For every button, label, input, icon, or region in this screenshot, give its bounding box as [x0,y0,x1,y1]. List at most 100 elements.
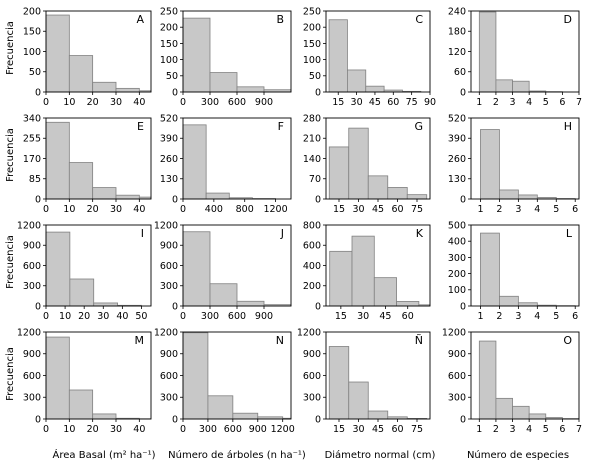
y-tick-label-L-2: 200 [448,269,466,280]
panel-J: 0 300 600 900 1200 0 300 600 900 J [154,220,292,322]
bar-A-1 [45,14,70,93]
panel-label-I: I [141,227,144,240]
panel-E: 0 85 170 255 340 0 10 20 30 40 E [23,113,152,215]
y-tick-label-A-0: 0 [35,87,41,98]
x-tick-label-H-4: 5 [553,204,559,215]
plot-frame-C [325,10,431,93]
y-tick-label-N-0: 0 [172,414,178,425]
x-tick-label-D-3: 4 [526,97,532,108]
x-tick-label-Ñ-2: 45 [372,424,384,435]
y-tick-label-M-3: 900 [23,349,41,360]
y-tick-label-O-3: 900 [448,349,466,360]
y-tick-label-D-2: 120 [448,47,466,58]
panel-D: 0 60 120 180 240 1 2 3 4 5 6 7 D [448,6,582,108]
panel-H: 0 130 260 390 520 1 2 3 4 5 6 H [448,113,580,215]
y-tick-label-F-1: 130 [160,174,178,185]
y-tick-label-C-2: 100 [303,55,321,66]
x-tick-label-H-2: 3 [515,204,521,215]
panel-K: 0 200 400 600 800 15 30 45 60 K [303,220,431,322]
x-tick-label-D-4: 5 [543,97,549,108]
x-tick-label-L-3: 4 [534,311,540,322]
x-tick-label-F-2: 800 [236,204,254,215]
bar-D-3 [512,80,530,93]
y-tick-label-L-5: 500 [448,220,466,231]
bar-C-2 [347,69,367,93]
x-tick-label-C-4: 75 [406,97,418,108]
y-tick-label-O-0: 0 [460,414,466,425]
bar-I-3 [93,302,118,307]
x-tick-label-O-6: 7 [576,424,582,435]
x-tick-label-A-2: 20 [87,97,99,108]
panel-G: 0 70 140 210 280 15 30 45 60 75 G [303,113,431,215]
y-tick-label-Ñ-1: 300 [303,393,321,404]
x-tick-label-B-3: 900 [255,97,273,108]
y-tick-label-G-2: 140 [303,154,321,165]
y-tick-label-C-3: 150 [303,39,321,50]
x-tick-label-E-0: 0 [43,204,49,215]
y-tick-label-I-3: 900 [23,241,41,252]
bar-C-1 [328,19,348,93]
y-tick-label-O-2: 600 [448,371,466,382]
y-tick-label-N-3: 900 [160,349,178,360]
y-tick-label-C-4: 200 [303,23,321,34]
bar-L-2 [499,295,519,307]
panel-label-G: G [414,120,423,133]
y-tick-label-M-4: 1200 [17,327,41,338]
y-tick-label-B-2: 100 [160,55,178,66]
bar-M-2 [68,389,94,420]
x-tick-label-O-1: 2 [493,424,499,435]
x-tick-label-K-1: 30 [357,311,369,322]
y-tick-label-C-5: 250 [303,6,321,17]
x-tick-label-C-1: 30 [351,97,363,108]
bar-N-1 [182,332,209,420]
x-tick-label-O-0: 1 [476,424,482,435]
y-tick-label-M-2: 600 [23,371,41,382]
x-tick-label-J-0: 0 [180,311,186,322]
plot-frame-L [470,224,580,307]
x-tick-label-I-2: 20 [78,311,90,322]
y-tick-label-B-1: 50 [166,71,178,82]
bar-G-3 [367,175,389,200]
bar-B-1 [182,17,211,93]
bar-A-3 [92,81,117,93]
x-tick-label-L-2: 3 [515,311,521,322]
bar-B-3 [236,86,265,93]
bar-O-1 [478,340,497,420]
panel-O: 0 300 600 900 1200 1 2 3 4 5 6 7 O [442,327,582,435]
bar-E-2 [68,162,94,200]
y-tick-label-Ñ-0: 0 [315,414,321,425]
x-tick-label-O-2: 3 [510,424,516,435]
y-tick-label-H-0: 0 [460,194,466,205]
bar-Ñ-2 [348,381,369,420]
y-tick-label-D-0: 0 [460,87,466,98]
bar-H-1 [480,129,500,200]
x-tick-label-F-1: 400 [205,204,223,215]
bar-C-3 [365,85,385,93]
y-tick-label-A-4: 200 [23,6,41,17]
y-tick-label-C-1: 50 [309,71,321,82]
y-tick-label-E-1: 85 [29,174,41,185]
panel-A: 0 50 100 150 200 0 10 20 30 40 A [23,6,152,108]
y-tick-label-D-1: 60 [454,67,466,78]
y-axis-label-row-1: Frecuencia [5,21,16,75]
y-tick-label-Ñ-2: 600 [303,371,321,382]
x-tick-label-C-5: 90 [424,97,436,108]
y-tick-label-C-0: 0 [315,87,321,98]
x-tick-label-Ñ-3: 60 [391,424,403,435]
bar-M-3 [92,413,117,420]
y-tick-label-I-1: 300 [23,281,41,292]
bar-O-2 [495,397,513,420]
y-tick-label-E-2: 170 [23,154,41,165]
x-tick-label-G-3: 60 [391,204,403,215]
y-tick-label-B-3: 150 [160,39,178,50]
bar-I-2 [69,278,95,307]
x-tick-label-Ñ-0: 15 [333,424,345,435]
y-tick-label-D-3: 180 [448,27,466,38]
bar-F-2 [205,192,230,200]
bar-K-4 [396,301,420,307]
y-tick-label-G-1: 70 [309,174,321,185]
panel-C: 0 50 100 150 200 250 15 30 45 60 75 90 C [303,6,436,108]
panel-label-F: F [278,120,284,133]
x-tick-label-I-3: 30 [97,311,109,322]
x-tick-label-G-4: 75 [411,204,423,215]
